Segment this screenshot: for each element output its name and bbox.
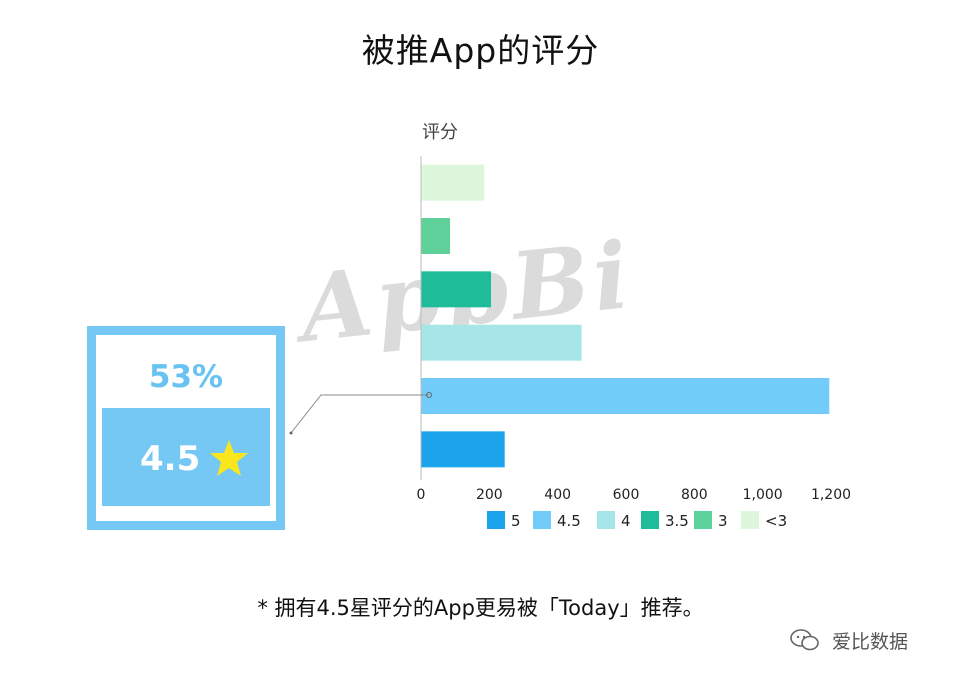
x-tick-label: 600 xyxy=(613,487,640,503)
star-icon xyxy=(210,440,248,476)
x-tick-label: 200 xyxy=(476,487,503,503)
x-tick-label: 1,000 xyxy=(743,487,783,503)
legend-swatch xyxy=(533,511,551,529)
brand-signature: 爱比数据 xyxy=(790,627,908,654)
brand-name: 爱比数据 xyxy=(832,631,909,653)
x-tick-label: 0 xyxy=(417,487,426,503)
highlight-callout: 53% 4.5 xyxy=(87,326,285,530)
callout-rating: 4.5 xyxy=(140,439,201,479)
callout-rating-box: 4.5 xyxy=(102,408,270,506)
leader-end xyxy=(289,431,293,435)
bar-4.5 xyxy=(421,378,830,414)
legend-swatch xyxy=(641,511,659,529)
legend-swatch xyxy=(741,511,759,529)
legend-label: <3 xyxy=(765,512,787,530)
chart-title: 被推App的评分 xyxy=(361,31,600,70)
callout-percent: 53% xyxy=(148,359,224,395)
legend-label: 4 xyxy=(621,512,631,530)
legend-swatch xyxy=(487,511,505,529)
x-tick-label: 800 xyxy=(681,487,708,503)
bars-group xyxy=(421,164,830,468)
legend: 5 4.5 4 3.5 3 <3 xyxy=(487,511,787,530)
x-tick-label: 1,200 xyxy=(811,487,851,503)
legend-label: 3 xyxy=(718,512,728,530)
callout-leader-line xyxy=(289,392,432,435)
y-axis-label: 评分 xyxy=(422,122,458,143)
bar-4 xyxy=(421,324,582,361)
bar-3 xyxy=(421,218,451,254)
wechat-icon xyxy=(790,629,819,651)
legend-label: 5 xyxy=(511,512,521,530)
bar-<3 xyxy=(421,164,485,201)
legend-swatch xyxy=(597,511,615,529)
legend-swatch xyxy=(694,511,712,529)
x-tick-label: 400 xyxy=(544,487,571,503)
x-tick-labels: 0 200 400 600 800 1,000 1,200 xyxy=(417,487,852,503)
leader-dot xyxy=(426,392,432,398)
bar-3.5 xyxy=(421,271,492,308)
legend-label: 3.5 xyxy=(665,512,689,530)
legend-label: 4.5 xyxy=(557,512,581,530)
bar-5 xyxy=(421,431,505,468)
footnote: * 拥有4.5星评分的App更易被「Today」推荐。 xyxy=(257,596,704,620)
leader-line xyxy=(290,394,429,434)
